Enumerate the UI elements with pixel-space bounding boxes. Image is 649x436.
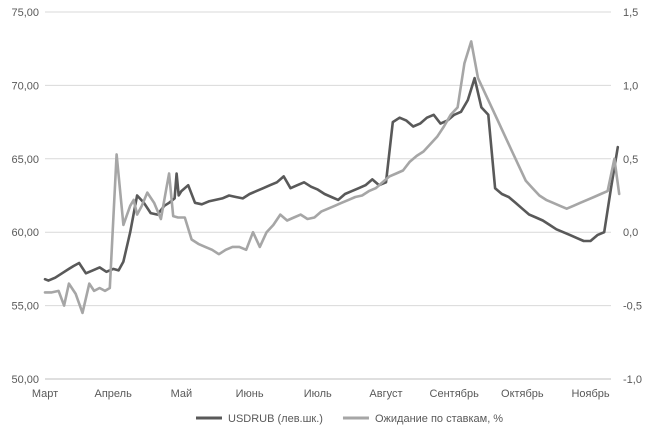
y-right-tick-label: 1,0 — [623, 80, 638, 92]
x-tick-label: Ноябрь — [571, 388, 609, 400]
x-tick-label: Май — [171, 388, 193, 400]
x-tick-label: Март — [32, 388, 58, 400]
x-tick-label: Август — [369, 388, 402, 400]
x-tick-label: Апрель — [95, 388, 133, 400]
x-tick-label: Июнь — [236, 388, 264, 400]
series-line — [43, 40, 621, 315]
y-left-tick-label: 50,00 — [11, 374, 39, 386]
axes: 50,00 55,00 60,00 65,00 70,00 75,00 -1,0 -0,5 0,… — [11, 7, 642, 400]
y-left-tick-label: 70,00 — [11, 80, 39, 92]
legend: USDRUB (лев.шк.) Ожидание по ставкам, % — [196, 413, 503, 425]
x-tick-label: Июль — [304, 388, 332, 400]
series-line — [43, 76, 620, 282]
y-left-tick-label: 55,00 — [11, 301, 39, 313]
legend-label: Ожидание по ставкам, % — [375, 413, 503, 425]
y-right-tick-label: -1,0 — [623, 374, 642, 386]
legend-label: USDRUB (лев.шк.) — [228, 413, 323, 425]
y-right-tick-label: 0,5 — [623, 154, 638, 166]
y-right-tick-label: 1,5 — [623, 7, 638, 19]
y-left-tick-label: 65,00 — [11, 154, 39, 166]
y-left-tick-label: 60,00 — [11, 227, 39, 239]
y-right-tick-label: -0,5 — [623, 301, 642, 313]
x-tick-label: Сентябрь — [430, 388, 480, 400]
y-right-tick-label: 0,0 — [623, 227, 638, 239]
y-left-tick-label: 75,00 — [11, 7, 39, 19]
series — [43, 40, 621, 315]
x-tick-label: Октябрь — [501, 388, 544, 400]
